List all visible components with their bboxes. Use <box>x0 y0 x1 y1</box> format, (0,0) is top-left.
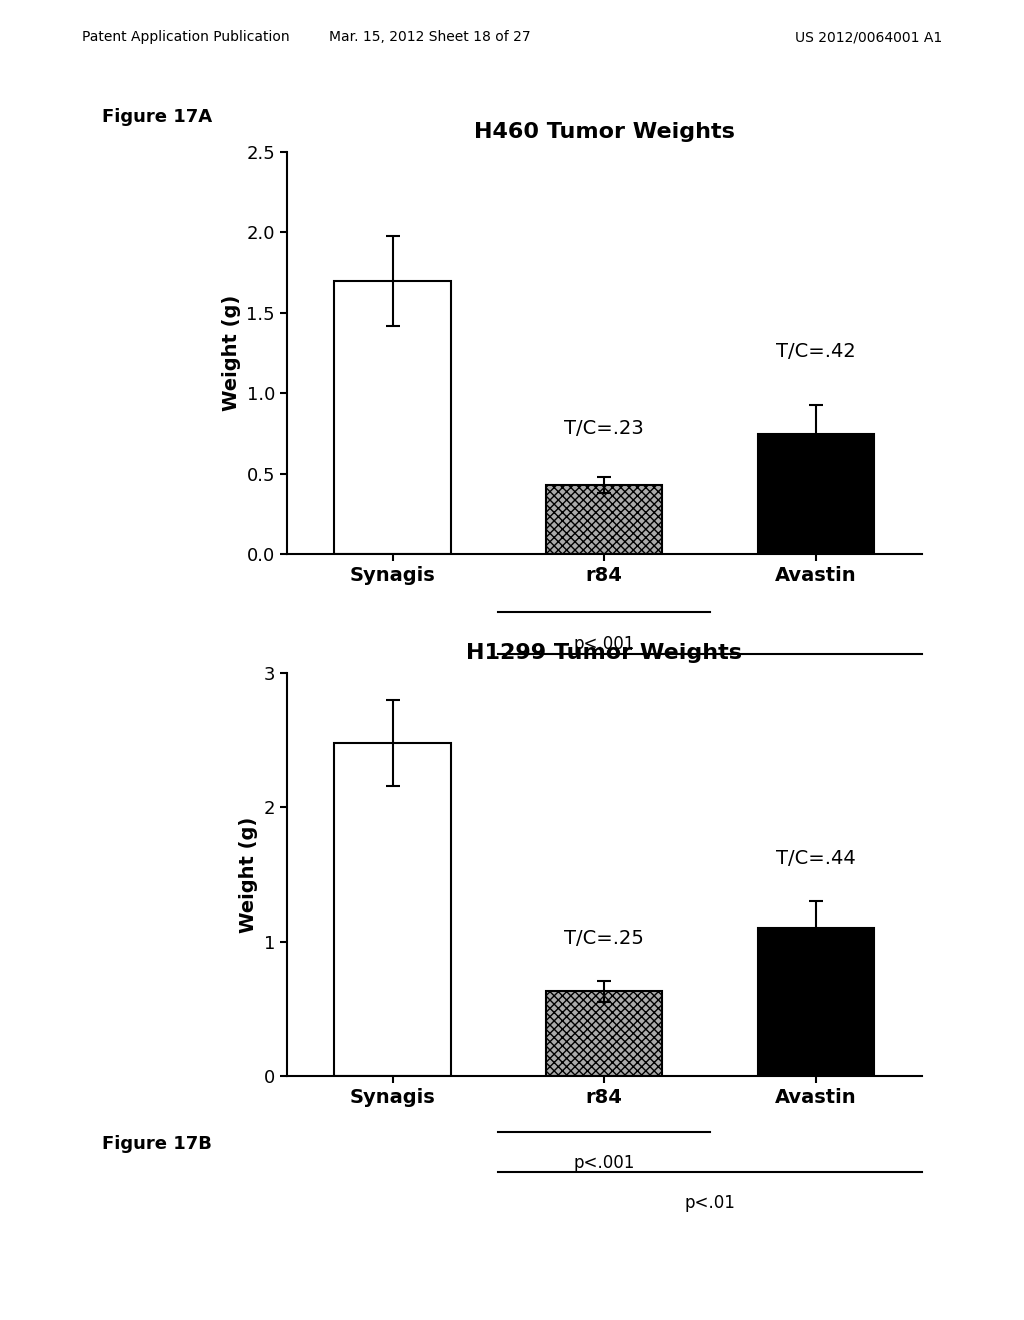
Bar <box>758 433 873 554</box>
Bar <box>334 743 451 1076</box>
Text: p<.001: p<.001 <box>573 635 635 653</box>
Text: T/C=.23: T/C=.23 <box>564 420 644 438</box>
Text: p<.001: p<.001 <box>573 1154 635 1172</box>
Y-axis label: Weight (g): Weight (g) <box>239 816 258 933</box>
Bar <box>546 991 663 1076</box>
Title: H460 Tumor Weights: H460 Tumor Weights <box>474 121 734 143</box>
Text: Mar. 15, 2012 Sheet 18 of 27: Mar. 15, 2012 Sheet 18 of 27 <box>330 30 530 45</box>
Text: Figure 17B: Figure 17B <box>102 1135 212 1154</box>
Text: p<.01: p<.01 <box>684 1193 735 1212</box>
Text: T/C=.44: T/C=.44 <box>776 849 856 867</box>
Y-axis label: Weight (g): Weight (g) <box>221 294 241 412</box>
Text: Figure 17A: Figure 17A <box>102 108 213 127</box>
Title: H1299 Tumor Weights: H1299 Tumor Weights <box>466 643 742 664</box>
Text: Patent Application Publication: Patent Application Publication <box>82 30 290 45</box>
Bar <box>758 928 873 1076</box>
Text: US 2012/0064001 A1: US 2012/0064001 A1 <box>795 30 942 45</box>
Text: T/C=.25: T/C=.25 <box>564 929 644 948</box>
Text: T/C=.42: T/C=.42 <box>776 342 856 362</box>
Text: p<.01: p<.01 <box>684 677 735 694</box>
Bar <box>546 486 663 554</box>
Bar <box>334 281 451 554</box>
